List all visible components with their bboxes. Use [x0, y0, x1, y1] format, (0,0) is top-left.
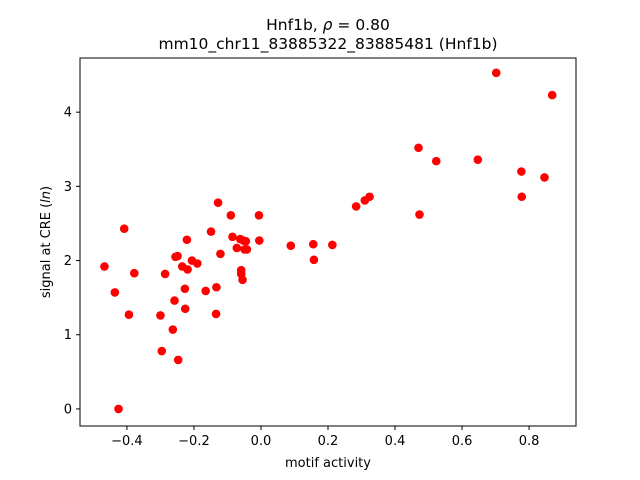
data-point — [254, 210, 264, 220]
data-point — [156, 311, 165, 320]
data-point — [180, 304, 190, 314]
data-point — [241, 236, 251, 246]
data-point — [182, 235, 192, 245]
y-axis-label: signal at CRE (ln) — [39, 186, 54, 298]
data-point — [309, 255, 319, 265]
x-tick-label: 0.8 — [519, 434, 540, 449]
data-point — [415, 210, 424, 219]
title-gene: Hnf1b, — [266, 16, 323, 34]
data-point — [242, 245, 252, 254]
data-point — [540, 173, 549, 182]
data-point — [173, 251, 182, 261]
y-axis-label-suffix: ) — [39, 186, 54, 191]
data-point — [206, 227, 216, 236]
data-point — [114, 404, 123, 414]
x-axis-ticks: −0.4 −0.2 0.0 0.2 0.4 0.6 0.8 — [111, 426, 539, 449]
data-point — [100, 262, 109, 271]
data-point — [517, 167, 526, 176]
data-point — [232, 243, 242, 253]
y-tick-label: 1 — [64, 328, 72, 343]
data-point — [170, 296, 179, 305]
title-rho-symbol: ρ — [323, 16, 333, 34]
data-point — [212, 282, 221, 292]
x-tick-label: 0.6 — [452, 434, 473, 449]
data-point — [157, 346, 167, 356]
y-tick-label: 4 — [64, 106, 72, 121]
x-tick-label: −0.2 — [178, 434, 210, 449]
x-tick-label: 0.0 — [251, 434, 272, 449]
data-point — [193, 259, 202, 268]
data-point — [168, 325, 178, 334]
data-point — [431, 156, 441, 166]
y-axis-label-italic: ln — [39, 191, 54, 203]
title-rho-value: = 0.80 — [332, 16, 389, 34]
data-point — [226, 210, 236, 220]
data-point — [286, 241, 296, 251]
data-point — [183, 265, 192, 274]
x-tick-label: −0.4 — [111, 434, 143, 449]
x-tick-label: 0.4 — [385, 434, 406, 449]
data-point — [473, 155, 483, 164]
data-point — [180, 284, 190, 294]
data-point — [491, 68, 501, 78]
y-tick-label: 3 — [64, 180, 72, 195]
data-point — [228, 232, 237, 242]
y-axis-ticks: 0 1 2 3 4 — [64, 106, 80, 417]
y-axis-label-prefix: signal at CRE ( — [39, 203, 54, 298]
y-tick-label: 0 — [64, 402, 72, 417]
data-point — [547, 90, 557, 100]
x-tick-label: 0.2 — [318, 434, 339, 449]
data-point — [365, 192, 374, 202]
data-point — [328, 240, 337, 250]
y-tick-label: 2 — [64, 254, 72, 269]
data-point — [201, 286, 210, 296]
data-point — [129, 268, 139, 278]
data-point — [517, 192, 527, 202]
data-point — [238, 275, 247, 285]
data-point — [254, 236, 264, 245]
data-point — [173, 355, 183, 365]
data-point — [119, 224, 129, 233]
x-axis-label: motif activity — [285, 456, 371, 471]
data-point — [213, 198, 223, 207]
chart-title-line1: Hnf1b, ρ = 0.80 — [266, 16, 390, 34]
data-point — [160, 269, 170, 279]
data-point — [110, 288, 120, 297]
data-point — [211, 309, 221, 319]
data-point — [124, 310, 134, 320]
chart-title-line2: mm10_chr11_83885322_83885481 (Hnf1b) — [158, 35, 497, 54]
data-point — [308, 239, 318, 249]
data-points — [100, 68, 557, 414]
data-point — [414, 143, 423, 153]
data-point — [351, 202, 361, 211]
plot-area — [79, 57, 577, 427]
data-point — [216, 249, 225, 259]
